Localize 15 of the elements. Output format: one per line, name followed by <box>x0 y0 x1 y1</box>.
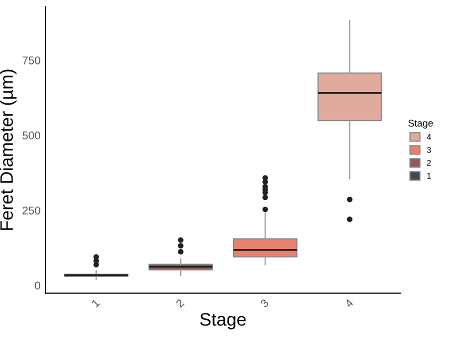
legend-label: 3 <box>426 146 431 153</box>
y-tick-label: 0 <box>34 282 40 290</box>
legend-title: Stage <box>408 120 433 129</box>
legend-label: 1 <box>427 172 431 179</box>
legend-label: 2 <box>427 160 431 166</box>
y-axis-title: Feret Diameter (µm) <box>0 70 17 230</box>
y-tick-label: 500 <box>22 132 40 140</box>
x-tick-label: 1 <box>91 298 100 308</box>
x-tick-label: 4 <box>344 298 354 308</box>
x-tick-label: 2 <box>175 298 185 308</box>
legend-label: 4 <box>426 134 432 140</box>
x-axis-title: Stage <box>200 313 246 330</box>
y-tick-label: 750 <box>22 56 40 64</box>
x-tick-label: 3 <box>260 298 270 308</box>
y-tick-label: 250 <box>22 206 40 214</box>
